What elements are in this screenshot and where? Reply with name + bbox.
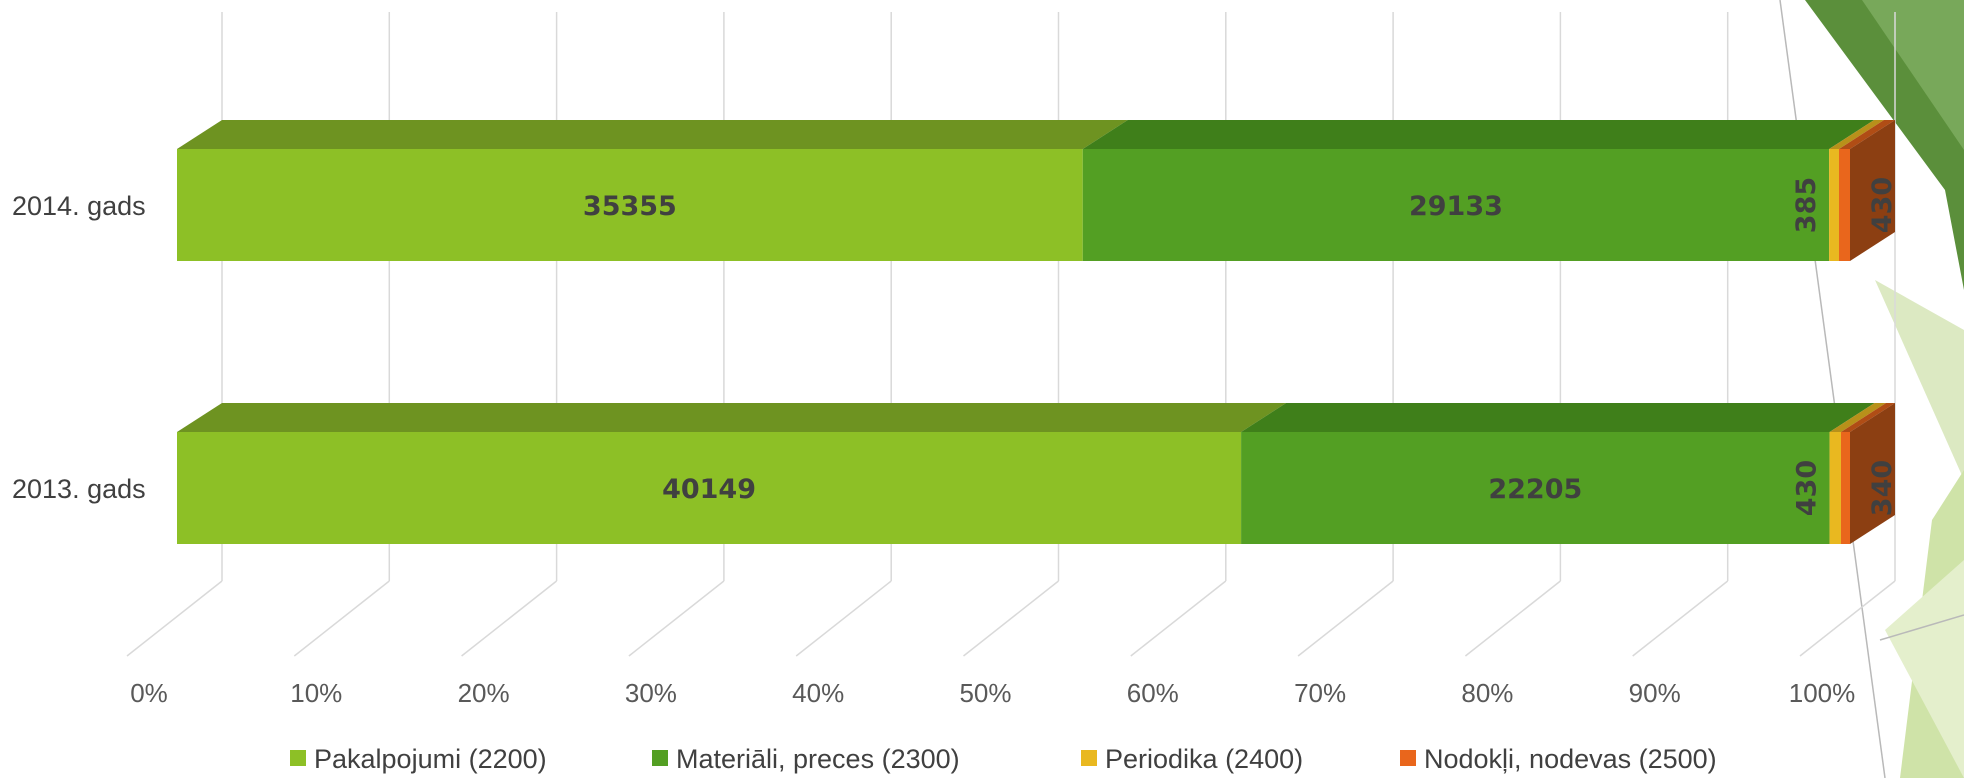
- x-axis-tick-labels: 0% 10% 20% 30% 40% 50% 60% 70% 80% 90% 100%: [130, 678, 1855, 708]
- floor-gridline-7: [1297, 580, 1394, 657]
- category-label: 2013. gads: [12, 474, 146, 504]
- x-tick-label: 100%: [1789, 678, 1856, 708]
- floor-gridline-3: [628, 580, 725, 657]
- bar-top-face: [1838, 120, 1895, 149]
- deco-shape-pale-green-2: [1885, 560, 1964, 778]
- bar-segment: [1840, 432, 1850, 544]
- legend-swatch: [290, 750, 306, 766]
- x-tick-label: 20%: [458, 678, 510, 708]
- bar-side-face: [1850, 120, 1895, 261]
- bar-top-face: [1829, 403, 1886, 432]
- data-label: 40149: [662, 474, 756, 505]
- floor-gridline-6: [1130, 580, 1227, 657]
- data-label: 430: [1792, 460, 1823, 516]
- legend-label: Periodika (2400): [1105, 744, 1303, 774]
- floor-gridline-1: [293, 580, 390, 657]
- data-labels: 35355 29133 385 430 40149 22205 430 340: [583, 177, 1898, 516]
- deco-shape-mid-green: [1862, 0, 1964, 150]
- bar-top-face: [177, 120, 1128, 149]
- legend-label: Nodokļi, nodevas (2500): [1424, 744, 1717, 774]
- bar-top-face: [1829, 120, 1884, 149]
- chart-gridlines: [126, 12, 1896, 657]
- bar-segment: [1241, 432, 1830, 544]
- x-tick-label: 80%: [1461, 678, 1513, 708]
- bar-segment: [1829, 432, 1841, 544]
- deco-shape-pale-green: [1875, 280, 1964, 480]
- data-label: 340: [1867, 460, 1898, 516]
- x-tick-label: 40%: [792, 678, 844, 708]
- bar-top-face: [1082, 120, 1875, 149]
- legend-swatch: [1400, 750, 1416, 766]
- category-labels: 2014. gads 2013. gads: [12, 191, 146, 504]
- bar-side-face: [1850, 403, 1895, 544]
- bar-top-face: [1840, 403, 1895, 432]
- data-label: 430: [1867, 177, 1898, 233]
- floor-gridline-0: [126, 580, 223, 657]
- floor-gridline-10: [1799, 580, 1896, 657]
- data-label: 385: [1791, 177, 1822, 233]
- x-tick-label: 70%: [1294, 678, 1346, 708]
- data-label: 29133: [1409, 191, 1503, 222]
- x-tick-label: 50%: [959, 678, 1011, 708]
- decorative-background-shapes: [1779, 0, 1964, 778]
- bar-top-face: [1241, 403, 1875, 432]
- bar-segment: [1829, 149, 1839, 261]
- deco-diagonal-line-2: [1879, 614, 1964, 641]
- floor-gridline-2: [461, 580, 558, 657]
- legend-swatch: [1081, 750, 1097, 766]
- bar-segment: [1082, 149, 1830, 261]
- legend-label: Pakalpojumi (2200): [314, 744, 547, 774]
- x-tick-label: 30%: [625, 678, 677, 708]
- x-tick-label: 60%: [1127, 678, 1179, 708]
- data-label: 22205: [1488, 474, 1582, 505]
- floor-gridline-9: [1632, 580, 1729, 657]
- category-label: 2014. gads: [12, 191, 146, 221]
- bar-segment: [1838, 149, 1850, 261]
- bar-segment: [177, 432, 1242, 544]
- chart-legend: Pakalpojumi (2200) Materiāli, preces (230…: [290, 744, 1717, 774]
- legend-swatch: [652, 750, 668, 766]
- floor-gridline-8: [1464, 580, 1561, 657]
- chart-bars: [177, 120, 1895, 544]
- deco-diagonal-line: [1779, 0, 1886, 778]
- floor-gridline-4: [795, 580, 892, 657]
- legend-label: Materiāli, preces (2300): [676, 744, 960, 774]
- bar-top-face: [177, 403, 1287, 432]
- x-tick-label: 90%: [1629, 678, 1681, 708]
- floor-gridline-5: [963, 580, 1059, 657]
- x-tick-label: 0%: [130, 678, 168, 708]
- bar-segment: [177, 149, 1083, 261]
- data-label: 35355: [583, 191, 677, 222]
- x-tick-label: 10%: [290, 678, 342, 708]
